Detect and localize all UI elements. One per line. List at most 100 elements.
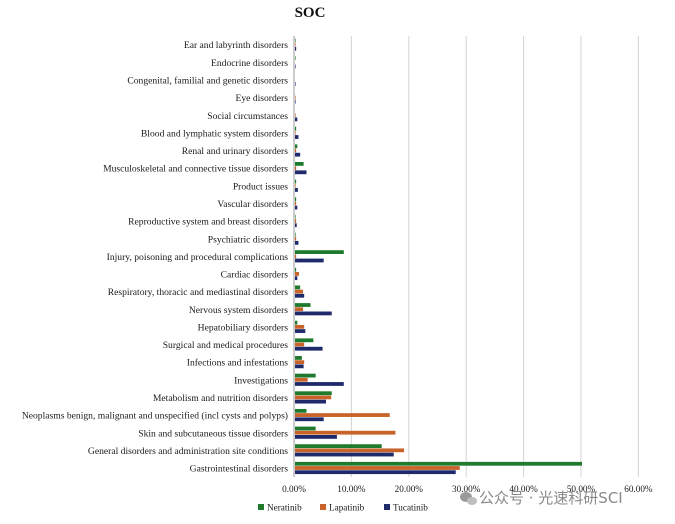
bar-lapatinib: [295, 466, 460, 470]
bar-neratinib: [295, 461, 582, 466]
bar-tucatinib: [295, 99, 296, 104]
category-label: Surgical and medical procedures: [163, 340, 289, 351]
bar-tucatinib: [295, 188, 298, 192]
x-tick-label: 40.00%: [509, 484, 538, 494]
category-label: Respiratory, thoracic and mediastinal di…: [108, 287, 289, 298]
bar-lapatinib: [295, 236, 297, 241]
bar-neratinib: [295, 267, 297, 272]
x-tick-label: 10.00%: [337, 484, 366, 494]
bar-neratinib: [295, 126, 297, 131]
bar-lapatinib: [295, 166, 297, 170]
category-label: Reproductive system and breast disorders: [128, 217, 288, 228]
bar-tucatinib: [295, 435, 337, 439]
bar-lapatinib: [295, 413, 390, 417]
bar-lapatinib: [295, 183, 296, 188]
category-label: General disorders and administration sit…: [88, 446, 288, 457]
bar-tucatinib: [295, 311, 332, 316]
category-label: Endocrine disorders: [211, 58, 288, 69]
bar-neratinib: [295, 320, 298, 325]
gridlines: [293, 36, 639, 477]
category-label: Eye disorders: [236, 93, 289, 104]
bar-lapatinib: [295, 95, 296, 100]
bar-tucatinib: [295, 364, 304, 369]
bars: [295, 38, 582, 475]
category-label: Injury, poisoning and procedural complic…: [107, 252, 289, 263]
x-tick-label: 20.00%: [395, 484, 424, 494]
bar-neratinib: [295, 444, 382, 449]
bar-tucatinib: [295, 293, 305, 298]
bar-lapatinib: [295, 324, 305, 329]
bar-tucatinib: [295, 346, 323, 351]
bar-tucatinib: [295, 382, 344, 386]
bar-lapatinib: [295, 342, 305, 347]
watermark-text: 公众号 · 光速科研SCI: [479, 489, 623, 507]
bar-lapatinib: [295, 448, 405, 453]
bar-neratinib: [295, 426, 316, 431]
bar-lapatinib: [295, 42, 296, 47]
watermark: 公众号 · 光速科研SCI: [460, 489, 623, 507]
bar-tucatinib: [295, 82, 296, 86]
x-tick-label: 30.00%: [452, 484, 481, 494]
bar-neratinib: [295, 214, 296, 219]
bar-lapatinib: [295, 395, 332, 400]
x-tick-labels: 0.00% 10.00% 20.00% 30.00% 40.00% 50.00% 60.00…: [282, 484, 653, 494]
bar-tucatinib: [295, 399, 326, 404]
category-label: Renal and urinary disorders: [182, 146, 289, 157]
category-label: Hepatobiliary disorders: [198, 322, 289, 333]
chart-title: SOC: [295, 5, 326, 21]
category-label: Investigations: [234, 375, 288, 386]
bar-tucatinib: [295, 64, 296, 69]
legend: Neratinib Lapatinib Tucatinib: [258, 503, 428, 513]
bar-tucatinib: [295, 46, 297, 51]
bar-tucatinib: [295, 276, 298, 281]
category-label: Nervous system disorders: [189, 305, 288, 316]
bar-lapatinib: [295, 254, 297, 259]
x-tick-label: 0.00%: [282, 484, 306, 494]
bar-tucatinib: [295, 329, 306, 333]
bar-tucatinib: [295, 170, 307, 175]
bar-lapatinib: [295, 113, 296, 118]
bar-tucatinib: [295, 258, 324, 263]
bar-lapatinib: [295, 289, 304, 294]
legend-label-neratinib: Neratinib: [267, 503, 302, 513]
category-label: Metabolism and nutrition disorders: [153, 393, 288, 404]
category-label: Congenital, familial and genetic disorde…: [127, 76, 288, 87]
legend-swatch-lapatinib: [320, 504, 326, 510]
bar-neratinib: [295, 303, 311, 307]
bar-neratinib: [295, 56, 296, 60]
category-label: Cardiac disorders: [221, 270, 289, 281]
bar-neratinib: [295, 285, 301, 290]
category-label: Ear and labyrinth disorders: [184, 40, 288, 51]
category-label: Blood and lymphatic system disorders: [141, 128, 288, 139]
bar-neratinib: [295, 232, 296, 237]
bar-lapatinib: [295, 148, 297, 153]
bar-lapatinib: [295, 430, 396, 435]
bar-tucatinib: [295, 152, 301, 157]
category-label: Infections and infestations: [187, 358, 289, 369]
bar-lapatinib: [295, 201, 297, 206]
bar-neratinib: [295, 179, 297, 184]
bar-neratinib: [295, 338, 314, 343]
category-label: Psychiatric disorders: [208, 234, 288, 245]
bar-tucatinib: [295, 240, 299, 245]
bar-lapatinib: [295, 272, 300, 276]
bar-neratinib: [295, 38, 296, 43]
x-tick-label: 50.00%: [567, 484, 596, 494]
bar-neratinib: [295, 373, 316, 378]
legend-label-lapatinib: Lapatinib: [329, 503, 365, 513]
bar-lapatinib: [295, 219, 297, 223]
category-label: Vascular disorders: [217, 199, 288, 210]
bar-lapatinib: [295, 377, 308, 382]
bar-neratinib: [295, 197, 297, 202]
category-label: Social circumstances: [207, 111, 288, 122]
wechat-icon: [460, 492, 477, 505]
bar-lapatinib: [295, 130, 296, 135]
category-labels: Ear and labyrinth disorders Endocrine dis…: [22, 40, 288, 474]
bar-neratinib: [295, 408, 307, 413]
legend-swatch-tucatinib: [384, 504, 390, 510]
bar-tucatinib: [295, 470, 456, 475]
bar-neratinib: [295, 391, 332, 396]
bar-tucatinib: [295, 205, 298, 210]
bar-neratinib: [295, 162, 304, 166]
bar-lapatinib: [295, 360, 305, 365]
